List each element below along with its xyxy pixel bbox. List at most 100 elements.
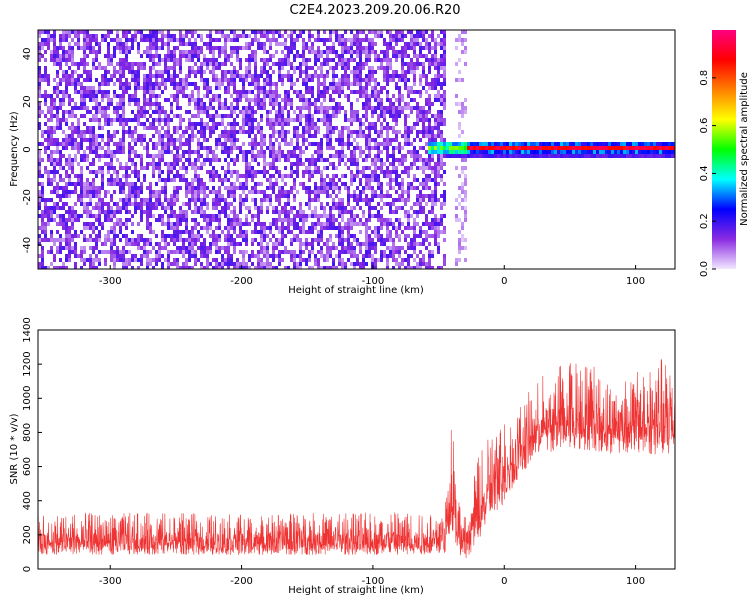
heatmap-cell [284,42,287,46]
heatmap-cell [140,246,143,250]
heatmap-cell [53,186,56,190]
heatmap-cell [107,102,110,106]
heatmap-cell [275,50,278,54]
heatmap-cell [77,34,80,38]
heatmap-cell [269,82,272,86]
heatmap-cell [233,230,236,234]
heatmap-cell [191,114,194,118]
heatmap-cell [398,38,401,42]
heatmap-cell [392,94,395,98]
heatmap-cell [149,66,152,70]
heatmap-cell [53,114,56,118]
heatmap-cell [404,258,407,262]
heatmap-cell [272,70,275,74]
heatmap-cell [50,182,53,186]
heatmap-cell [230,78,233,82]
heatmap-cell [242,82,245,86]
heatmap-cell [263,62,266,66]
heatmap-cell [203,158,206,162]
heatmap-cell [365,82,368,86]
heatmap-cell [353,34,356,38]
heatmap-cell [395,82,398,86]
heatmap-cell [68,258,71,262]
heatmap-cell [308,158,311,162]
heatmap-cell [218,30,221,34]
heatmap-cell [407,134,410,138]
heatmap-cell [407,258,410,262]
heatmap-cell [230,194,233,198]
heatmap-cell [215,114,218,118]
heatmap-cell [116,178,119,182]
heatmap-cell [149,190,152,194]
heatmap-cell [176,238,179,242]
heatmap-cell [380,126,383,130]
heatmap-cell [233,226,236,230]
heatmap-cell [155,106,158,110]
heatmap-cell [206,94,209,98]
heatmap-cell [254,50,257,54]
heatmap-cell [398,130,401,134]
heatmap-cell [230,126,233,130]
heatmap-cell [62,78,65,82]
heatmap-cell [269,42,272,46]
heatmap-cell [194,210,197,214]
heatmap-cell [86,86,89,90]
heatmap-cell [266,78,269,82]
heatmap-cell [377,150,380,154]
heatmap-cell [341,210,344,214]
heatmap-cell [167,162,170,166]
heatmap-cell [287,114,290,118]
heatmap-cell [185,186,188,190]
heatmap-cell [101,206,104,210]
heatmap-cell [413,258,416,262]
heatmap-cell [302,210,305,214]
heatmap-cell [107,182,110,186]
heatmap-cell [47,214,50,218]
heatmap-cell [290,242,293,246]
heatmap-cell [233,158,236,162]
heatmap-cell [425,182,428,186]
heatmap-cell [413,210,416,214]
heatmap-cell [434,186,437,190]
heatmap-cell [59,214,62,218]
heatmap-cell [197,198,200,202]
heatmap-cell [431,38,434,42]
heatmap-cell [197,174,200,178]
heatmap-cell [299,66,302,70]
heatmap-cell [152,94,155,98]
heatmap-cell [320,158,323,162]
heatmap-cell [146,78,149,82]
heatmap-cell [248,254,251,258]
heatmap-cell [146,50,149,54]
heatmap-cell [224,150,227,154]
heatmap-cell [314,170,317,174]
heatmap-cell [95,186,98,190]
heatmap-cell [212,234,215,238]
heatmap-cell [299,182,302,186]
heatmap-cell [269,194,272,198]
heatmap-cell [290,142,293,146]
heatmap-cell [89,198,92,202]
heatmap-cell [83,122,86,126]
heatmap-cell [143,78,146,82]
heatmap-cell [317,222,320,226]
heatmap-cell [416,154,419,158]
heatmap-cell [134,78,137,82]
heatmap-cell [179,210,182,214]
heatmap-cell [347,58,350,62]
heatmap-cell [356,114,359,118]
heatmap-cell [275,42,278,46]
heatmap-cell [365,34,368,38]
heatmap-cell [209,162,212,166]
heatmap-cell [221,82,224,86]
heatmap-cell [176,218,179,222]
heatmap-cell [152,202,155,206]
heatmap-cell [218,122,221,126]
heatmap-cell [371,178,374,182]
heatmap-cell [413,186,416,190]
heatmap-cell [266,262,269,266]
heatmap-cell [299,242,302,246]
heatmap-cell [257,82,260,86]
heatmap-cell [380,226,383,230]
heatmap-cell [263,266,266,269]
